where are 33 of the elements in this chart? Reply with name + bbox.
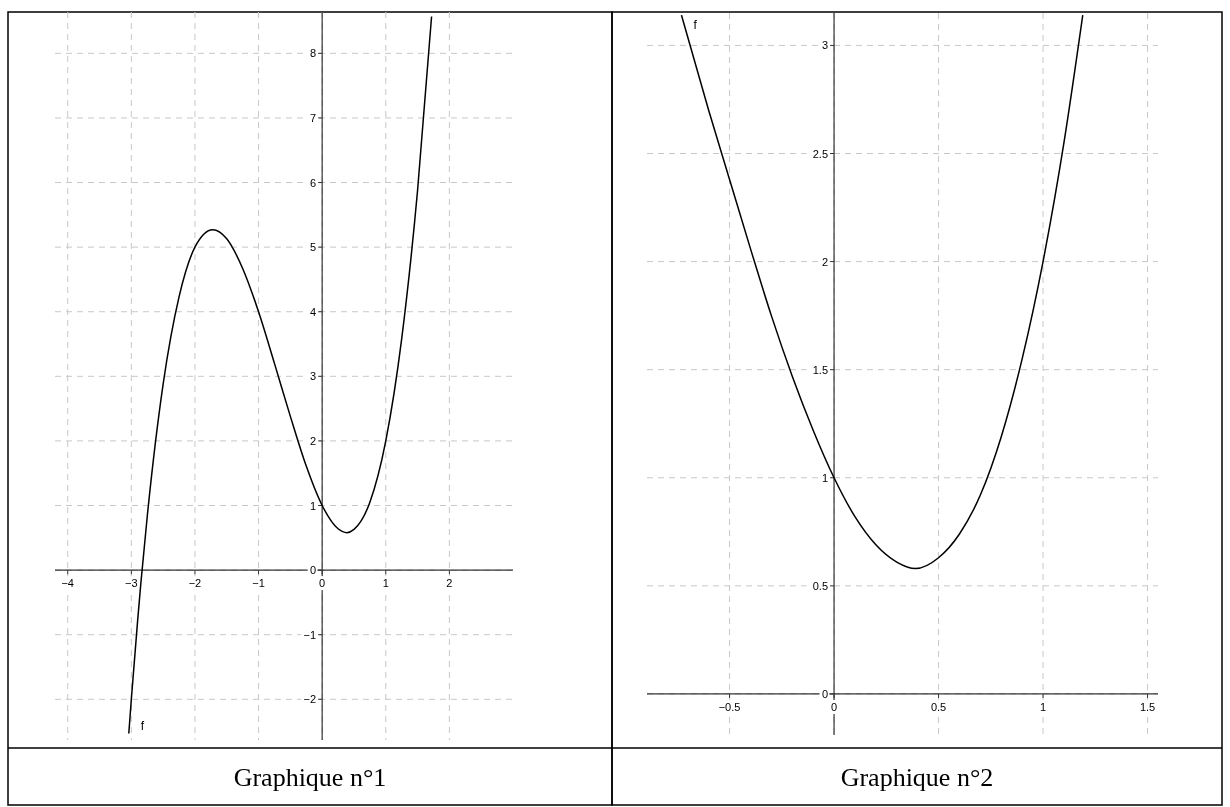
text: Graphique n°1 (233, 762, 387, 792)
x-tick-label: 1 (1039, 700, 1047, 713)
y-tick-label: 1.5 (812, 363, 829, 376)
x-tick-label: 1.5 (1139, 700, 1156, 713)
x-tick-label: −2 (188, 577, 202, 590)
y-tick-label: 2.5 (812, 147, 829, 160)
y-tick-label: 3 (310, 370, 317, 383)
x-tick-label: −4 (61, 577, 74, 590)
x-tick-label: −0.5 (718, 700, 741, 713)
y-tick-label: 7 (310, 111, 317, 124)
y-tick-label: 2 (821, 255, 829, 268)
y-tick-label: 2 (310, 434, 317, 447)
y-tick-label: 0 (821, 687, 829, 700)
y-tick-label: 1 (310, 499, 317, 512)
x-tick-label: 2 (446, 577, 453, 590)
y-tick-label: 4 (310, 305, 317, 318)
series-label: f (693, 18, 698, 33)
line-series (680, 14, 1084, 570)
y-tick-label: 8 (310, 47, 317, 60)
y-tick-label: 5 (310, 241, 317, 254)
y-tick-label: 6 (310, 176, 317, 189)
series-label: f (140, 718, 145, 733)
x-tick-label: 1 (382, 577, 389, 590)
y-tick-label: −1 (303, 628, 317, 641)
x-tick-label: 0 (319, 577, 326, 590)
text: Graphique n°2 (840, 762, 994, 792)
y-tick-label: 1 (821, 471, 829, 484)
x-tick-label: −3 (125, 577, 138, 590)
x-tick-label: 0.5 (930, 700, 947, 713)
y-tick-label: 3 (821, 39, 829, 52)
x-tick-label: 0 (830, 700, 838, 713)
y-tick-label: 0 (310, 564, 317, 577)
x-tick-label: −1 (252, 577, 265, 590)
